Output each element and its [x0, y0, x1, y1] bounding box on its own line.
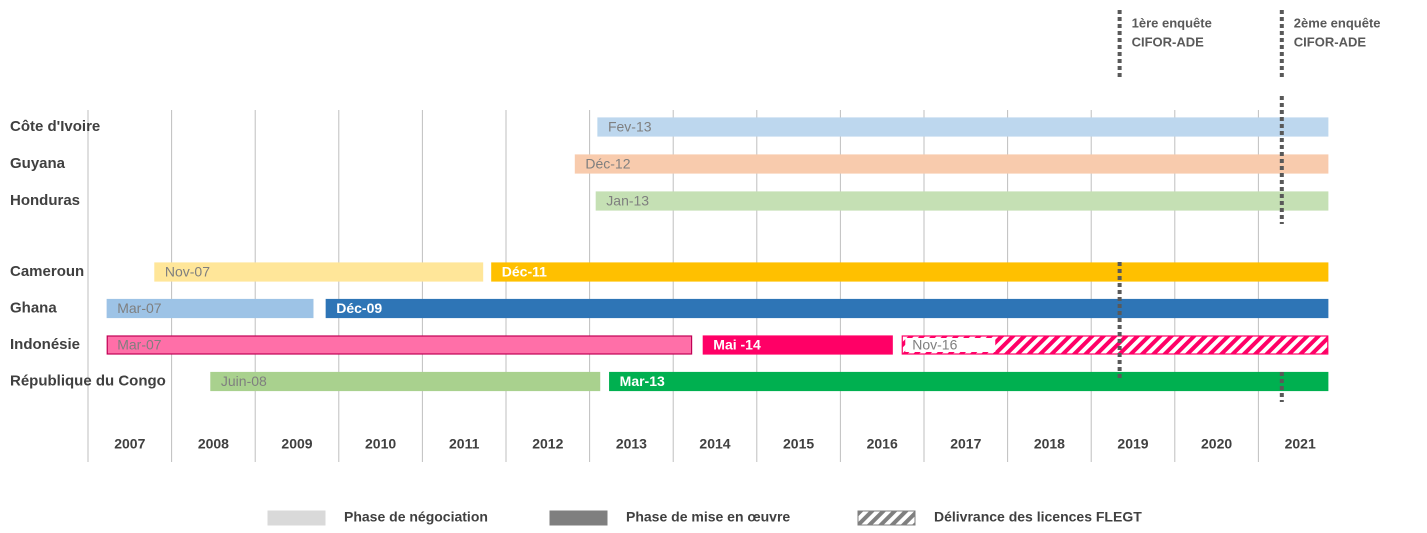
bar-label: Déc-09 [336, 300, 382, 316]
x-tick-label: 2016 [867, 436, 898, 452]
row-label: Honduras [10, 192, 80, 209]
legend-swatch [549, 510, 608, 526]
x-tick-label: 2019 [1117, 436, 1148, 452]
x-tick-label: 2009 [281, 436, 312, 452]
x-tick-label: 2020 [1201, 436, 1232, 452]
bar [595, 191, 1329, 211]
bar [106, 335, 693, 355]
row-label: Indonésie [10, 336, 80, 353]
bar [325, 298, 1329, 319]
bar [609, 371, 1329, 392]
x-tick-label: 2018 [1034, 436, 1065, 452]
bar [574, 154, 1329, 174]
row-label: Cameroun [10, 263, 84, 280]
x-tick-label: 2015 [783, 436, 814, 452]
bar-label: Déc-12 [585, 156, 630, 172]
bar-label: Mar-07 [117, 300, 162, 316]
row-label: Guyana [10, 155, 66, 172]
x-tick-label: 2013 [616, 436, 647, 452]
bar [106, 298, 314, 319]
legend-label: Phase de négociation [344, 509, 488, 525]
legend-label: Phase de mise en œuvre [626, 509, 790, 525]
legend-swatch [857, 510, 916, 526]
bar-label: Nov-16 [912, 337, 957, 353]
bar-label: Juin-08 [221, 373, 267, 389]
bar-label: Mar-13 [620, 373, 665, 389]
x-tick-label: 2021 [1285, 436, 1316, 452]
x-tick-label: 2008 [198, 436, 229, 452]
x-tick-label: 2010 [365, 436, 396, 452]
bar [154, 262, 484, 282]
annotation: CIFOR-ADE [1132, 34, 1205, 49]
row-label: Côte d'Ivoire [10, 118, 100, 135]
x-tick-label: 2011 [449, 436, 480, 452]
bar-label: Mar-07 [117, 337, 162, 353]
row-label: République du Congo [10, 372, 166, 389]
annotation: 1ère enquête [1132, 15, 1212, 30]
x-tick-label: 2017 [950, 436, 981, 452]
bar-label: Déc-11 [502, 264, 547, 280]
bar-label: Jan-13 [606, 193, 649, 209]
annotation: 2ème enquête [1294, 15, 1381, 30]
legend-label: Délivrance des licences FLEGT [934, 509, 1142, 525]
bar-label: Nov-07 [165, 264, 210, 280]
legend-swatch [267, 510, 326, 526]
x-tick-label: 2007 [114, 436, 145, 452]
bar [702, 335, 893, 355]
label-bg [905, 338, 996, 352]
bar [901, 335, 1329, 355]
bar [210, 371, 601, 392]
row-label: Ghana [10, 299, 57, 316]
annotation: CIFOR-ADE [1294, 34, 1367, 49]
x-tick-label: 2012 [532, 436, 563, 452]
bar [491, 262, 1329, 282]
bar-label: Fev-13 [608, 119, 652, 135]
bar [597, 117, 1329, 137]
bar-label: Mai -14 [713, 337, 761, 353]
x-tick-label: 2014 [699, 436, 730, 452]
